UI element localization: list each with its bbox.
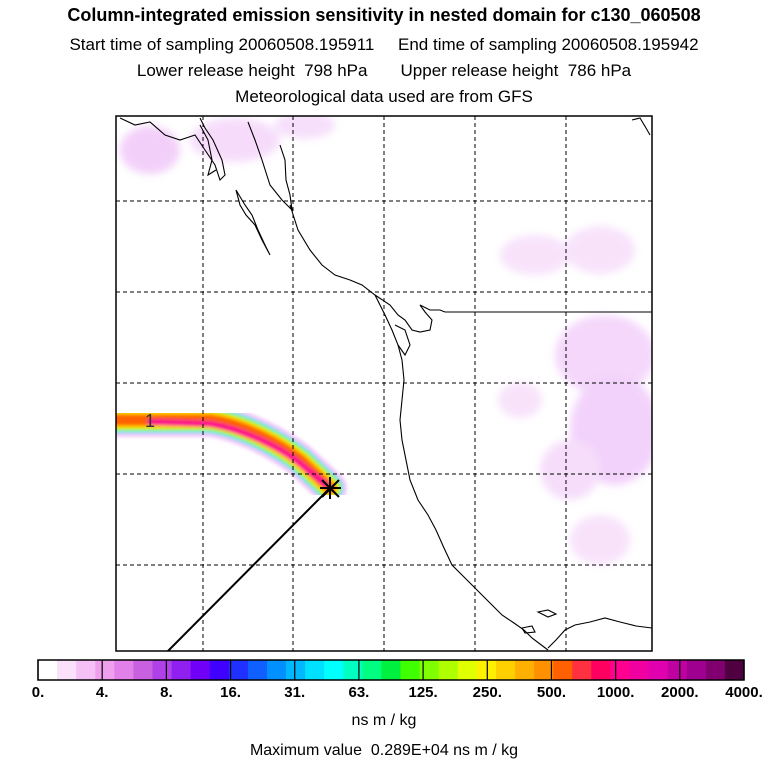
colorbar-tick-label: 250. (472, 684, 502, 701)
colorbar-swatch (457, 660, 478, 680)
colorbar-tick-label: 31. (284, 684, 306, 701)
map-title: Column-integrated emission sensitivity i… (67, 5, 701, 25)
colorbar-swatch (438, 660, 459, 680)
colorbar-tick-label: 0. (31, 684, 45, 701)
colorbar-swatch (515, 660, 535, 680)
colorbar-swatch (667, 660, 688, 680)
coastline (119, 117, 652, 651)
colorbar-swatch (57, 660, 77, 680)
colorbar-swatch (286, 660, 306, 680)
colorbar-swatch (381, 660, 402, 680)
background-sensitivity-patches (120, 116, 652, 565)
colorbar-swatch (419, 660, 440, 680)
plume-sensitivity-band (116, 403, 347, 505)
colorbar-swatch (705, 660, 726, 680)
colorbar-swatch (38, 660, 58, 680)
colorbar-tick-label: 4000. (725, 684, 763, 701)
colorbar-swatch (228, 660, 249, 680)
colorbar-swatch (209, 660, 230, 680)
release-height-line: Lower release height 798 hPa Upper relea… (136, 61, 632, 80)
colorbar-swatch (324, 660, 344, 680)
met-data-line: Meteorological data used are from GFS (235, 87, 533, 106)
lat-lon-grid (116, 116, 652, 651)
colorbar-swatch (591, 660, 611, 680)
colorbar-swatch (686, 660, 707, 680)
colorbar-swatch (476, 660, 497, 680)
colorbar-swatch (362, 660, 382, 680)
colorbar-swatch (534, 660, 554, 680)
colorbar-swatch (266, 660, 287, 680)
colorbar (37, 659, 745, 681)
colorbar-tick-label: 125. (408, 684, 438, 701)
colorbar-swatch (610, 660, 631, 680)
colorbar-swatch (152, 660, 173, 680)
colorbar-tick-label: 63. (348, 684, 370, 701)
colorbar-tick-label: 500. (536, 684, 567, 701)
colorbar-tick-label: 16. (220, 684, 241, 701)
release-point-marker (320, 477, 341, 499)
colorbar-tick-label: 4. (95, 684, 109, 701)
maximum-value-label: Maximum value 0.289E+04 ns m / kg (249, 742, 519, 759)
colorbar-swatch (400, 660, 421, 680)
colorbar-swatch (553, 660, 573, 680)
colorbar-swatch (629, 660, 650, 680)
colorbar-tick-label: 1000. (596, 684, 635, 701)
colorbar-swatch (247, 660, 268, 680)
colorbar-tick-label: 8. (160, 684, 173, 701)
colorbar-swatch (190, 660, 211, 680)
map-frame (115, 115, 653, 652)
colorbar-swatch (648, 660, 669, 680)
colorbar-tick-label: 2000. (661, 684, 699, 701)
colorbar-swatch (495, 660, 516, 680)
colorbar-swatch (572, 660, 592, 680)
colorbar-swatch (343, 660, 363, 680)
colorbar-swatch (133, 660, 153, 680)
colorbar-swatch (305, 660, 325, 680)
colorbar-swatch (724, 660, 745, 680)
colorbar-swatch (95, 660, 115, 680)
colorbar-swatch (171, 660, 192, 680)
units-label: ns m / kg (351, 712, 417, 729)
sampling-time-line: Start time of sampling 20060508.195911 E… (69, 35, 699, 54)
colorbar-swatch (76, 660, 96, 680)
colorbar-swatch (114, 660, 134, 680)
plume-label: 1 (145, 411, 155, 431)
flight-track-line (167, 487, 331, 651)
